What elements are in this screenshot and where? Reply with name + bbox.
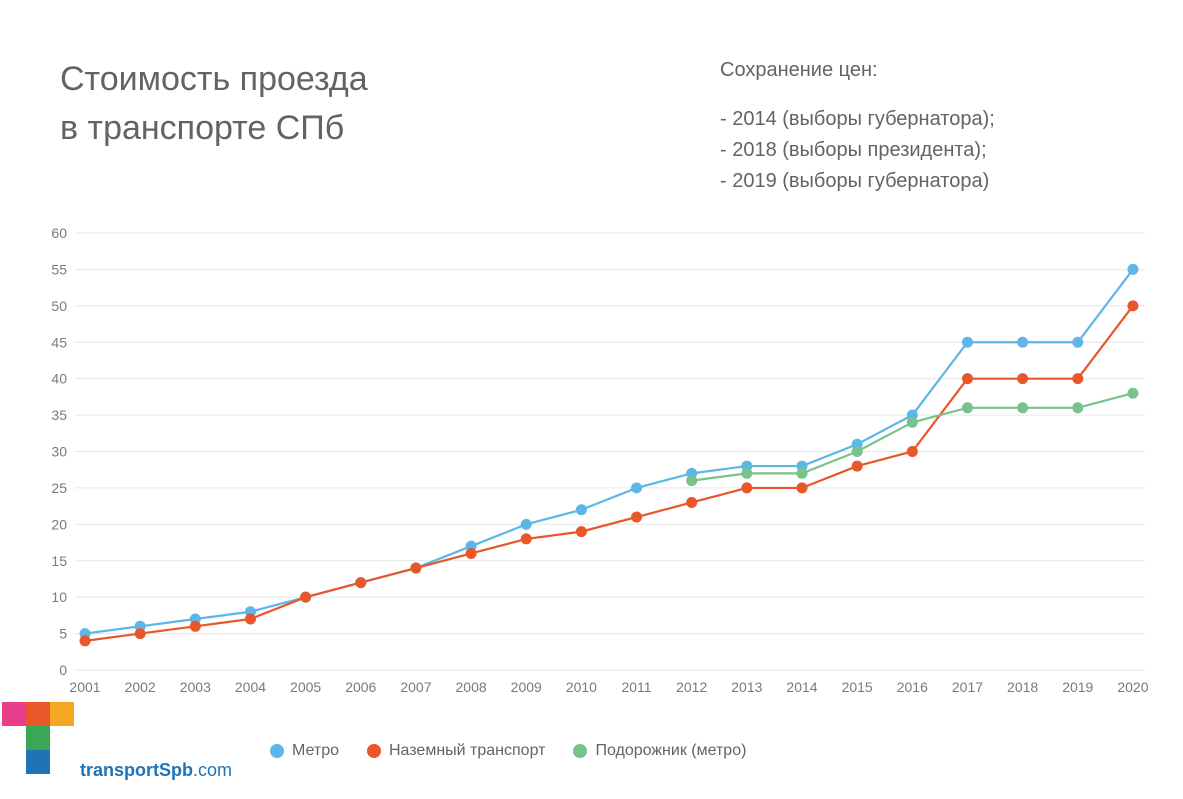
line-chart: 0 5 10 15 20 25 30 35 40 45 50 55 60 2001 2002 2003 2004… <box>35 225 1155 700</box>
svg-text:40: 40 <box>51 371 67 387</box>
svg-text:25: 25 <box>51 480 67 496</box>
svg-text:2019: 2019 <box>1062 679 1093 695</box>
svg-text:60: 60 <box>51 225 67 241</box>
svg-text:5: 5 <box>59 626 67 642</box>
logo-text: transportSpb.com <box>80 760 232 780</box>
svg-text:2006: 2006 <box>345 679 376 695</box>
svg-text:2013: 2013 <box>731 679 762 695</box>
svg-text:20: 20 <box>51 516 67 532</box>
logo-square <box>2 702 26 726</box>
svg-text:2014: 2014 <box>786 679 817 695</box>
legend-item-podorozhnik: Подорожник (метро) <box>573 742 746 760</box>
legend: Метро Наземный транспорт Подорожник (мет… <box>270 742 746 760</box>
svg-text:2018: 2018 <box>1007 679 1038 695</box>
logo-square <box>26 702 50 726</box>
logo-square <box>26 750 50 774</box>
svg-text:30: 30 <box>51 444 67 460</box>
svg-text:2015: 2015 <box>842 679 873 695</box>
svg-text:2012: 2012 <box>676 679 707 695</box>
title-line2: в транспорте СПб <box>60 104 368 153</box>
svg-text:2017: 2017 <box>952 679 983 695</box>
legend-swatch <box>573 744 587 758</box>
legend-label: Подорожник (метро) <box>595 742 746 760</box>
legend-label: Метро <box>292 742 339 760</box>
svg-text:2009: 2009 <box>511 679 542 695</box>
logo-square <box>26 726 50 750</box>
svg-text:35: 35 <box>51 407 67 423</box>
svg-text:2011: 2011 <box>621 679 651 695</box>
notes-item: - 2018 (выборы президента); <box>720 135 995 166</box>
svg-text:2001: 2001 <box>69 679 100 695</box>
svg-text:2005: 2005 <box>290 679 321 695</box>
svg-text:45: 45 <box>51 334 67 350</box>
svg-text:2020: 2020 <box>1117 679 1148 695</box>
svg-text:2010: 2010 <box>566 679 597 695</box>
legend-swatch <box>270 744 284 758</box>
logo-square <box>50 702 74 726</box>
svg-text:55: 55 <box>51 261 67 277</box>
notes-heading: Сохранение цен: <box>720 55 995 86</box>
svg-text:2002: 2002 <box>125 679 156 695</box>
site-logo: transportSpb.com <box>2 702 232 774</box>
notes-item: - 2014 (выборы губернатора); <box>720 104 995 135</box>
svg-text:2008: 2008 <box>456 679 487 695</box>
svg-text:10: 10 <box>51 589 67 605</box>
chart-title: Стоимость проезда в транспорте СПб <box>60 55 368 154</box>
svg-text:2016: 2016 <box>897 679 928 695</box>
svg-text:2004: 2004 <box>235 679 266 695</box>
legend-swatch <box>367 744 381 758</box>
legend-label: Наземный транспорт <box>389 742 545 760</box>
legend-item-metro: Метро <box>270 742 339 760</box>
svg-text:2007: 2007 <box>400 679 431 695</box>
svg-text:15: 15 <box>51 553 67 569</box>
title-line1: Стоимость проезда <box>60 55 368 104</box>
notes-block: Сохранение цен: - 2014 (выборы губернато… <box>720 55 995 197</box>
notes-item: - 2019 (выборы губернатора) <box>720 166 995 197</box>
svg-text:50: 50 <box>51 298 67 314</box>
svg-text:0: 0 <box>59 662 67 678</box>
legend-item-ground: Наземный транспорт <box>367 742 545 760</box>
svg-text:2003: 2003 <box>180 679 211 695</box>
